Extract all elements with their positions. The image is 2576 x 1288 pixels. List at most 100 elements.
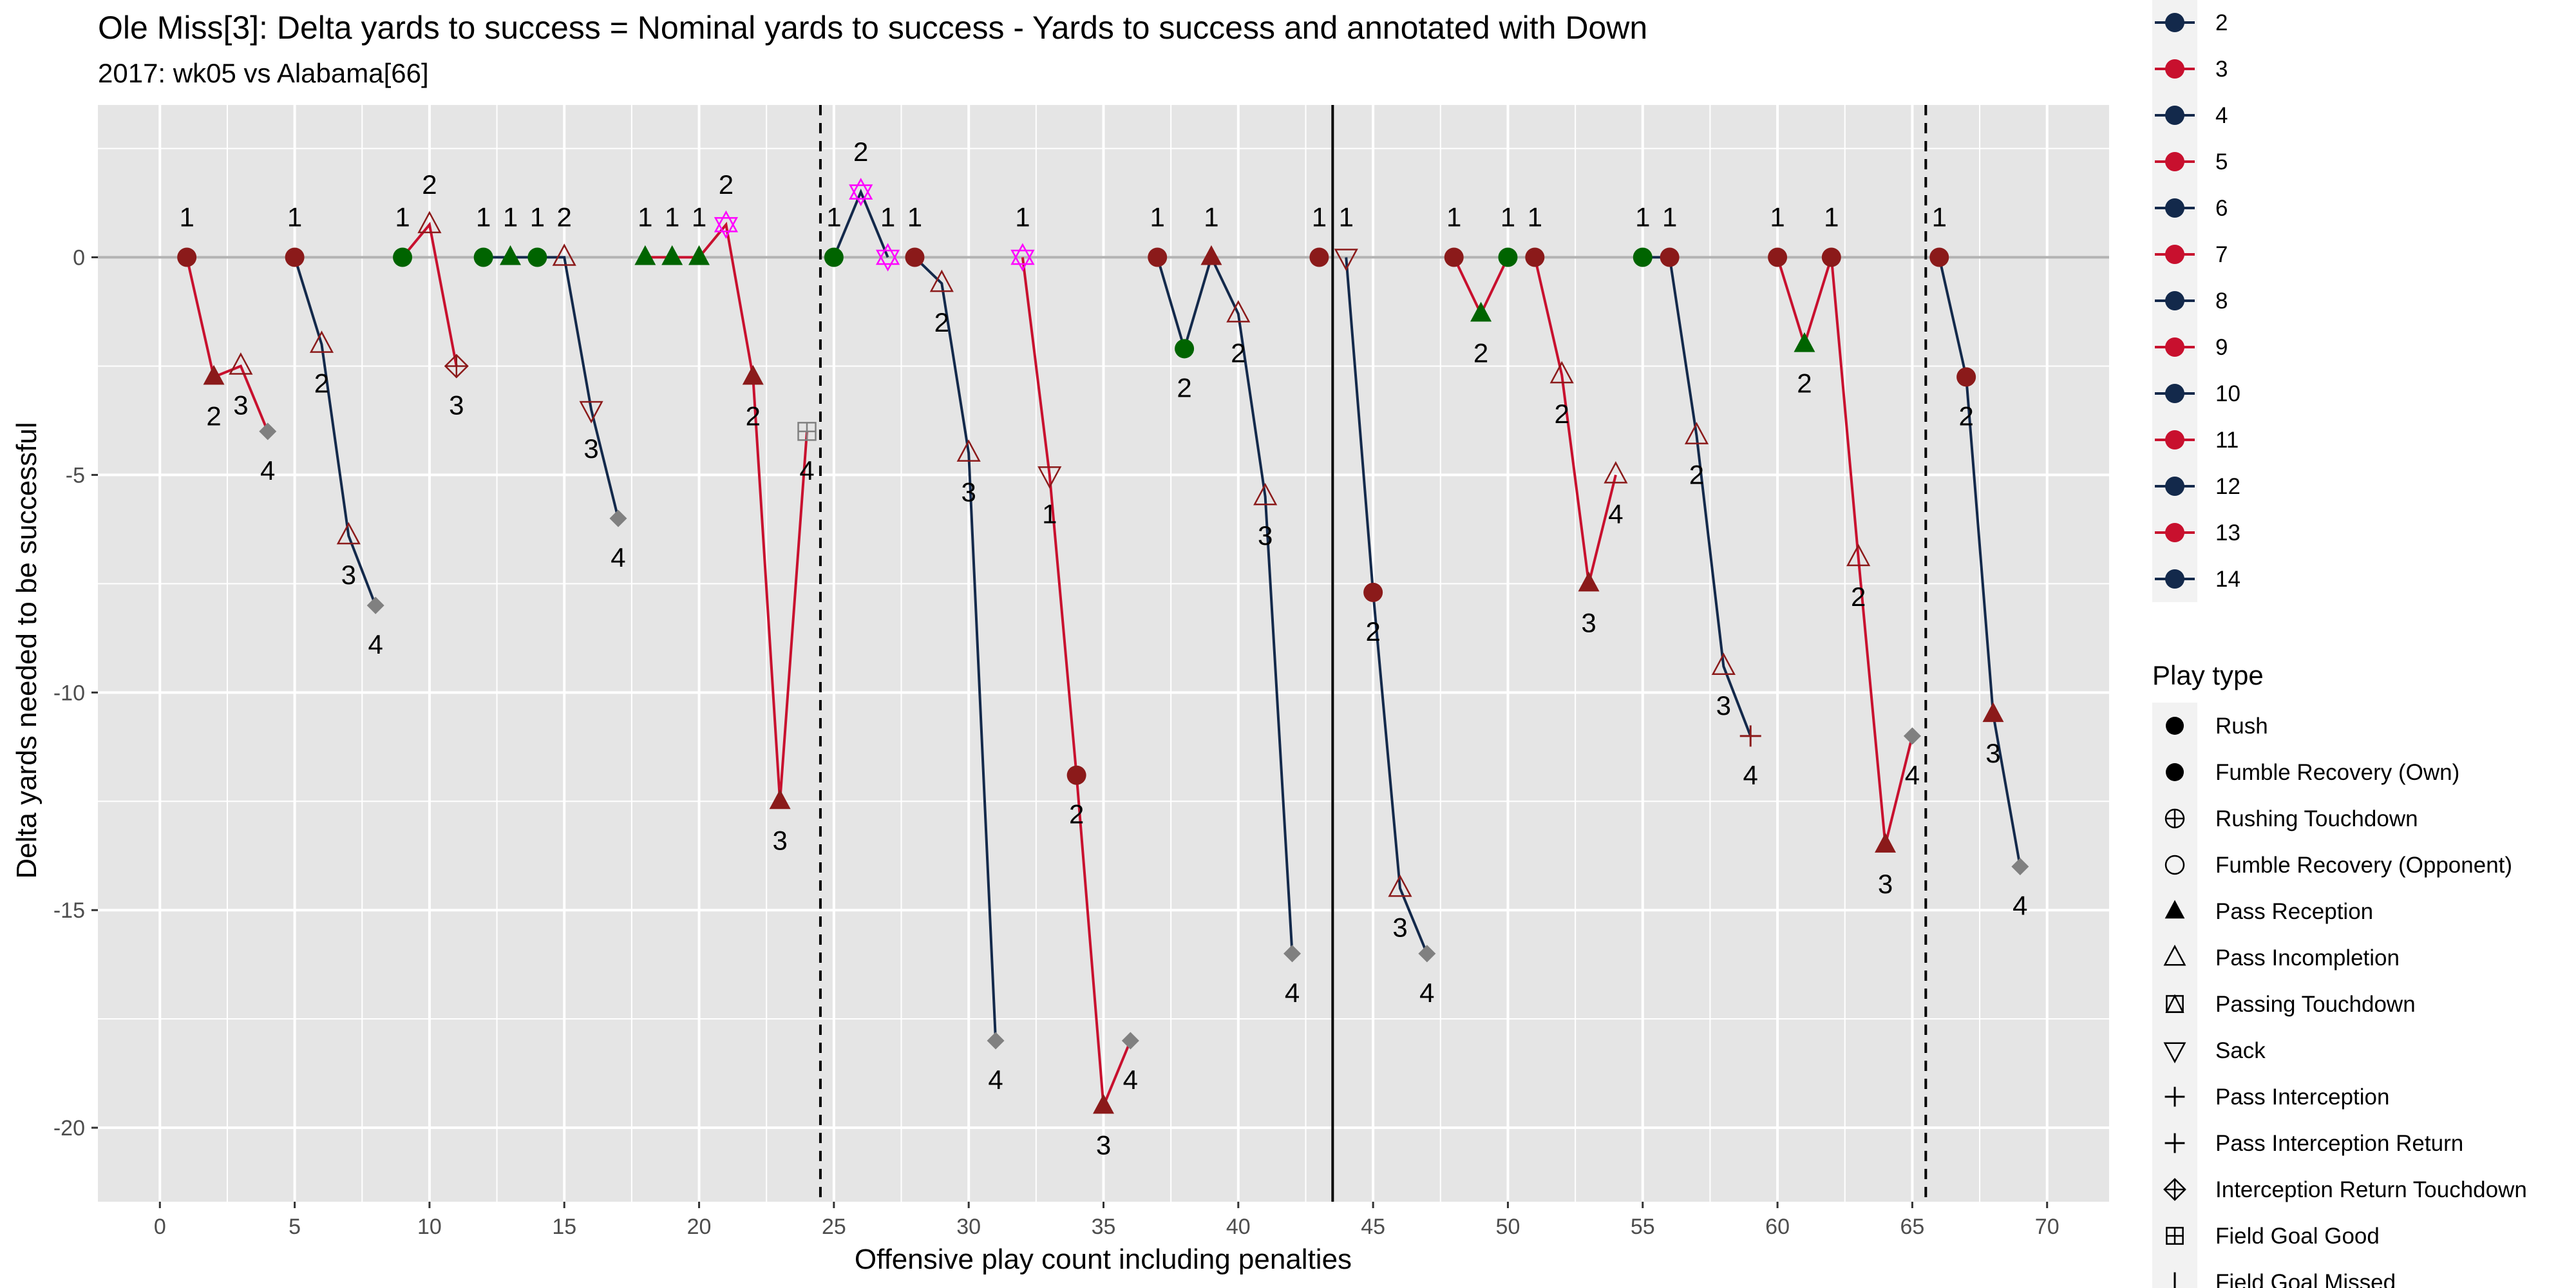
y-tick-label: -5	[66, 463, 85, 488]
legend-play-type: Play type Rush Fumble Recovery (Own) Rushi…	[2152, 660, 2527, 1288]
play-marker	[929, 269, 954, 292]
legend-drive-item: 10	[2152, 370, 2240, 417]
legend-play-type-item: Pass Interception Return	[2152, 1120, 2463, 1166]
down-label: 1	[530, 202, 545, 232]
play-marker	[1253, 482, 1278, 506]
down-label: 2	[746, 401, 761, 431]
down-label: 3	[583, 433, 598, 464]
play-marker	[1982, 702, 2004, 723]
down-label: 1	[1528, 202, 1542, 232]
down-label: 4	[1419, 978, 1434, 1008]
legend-drive: 2 3 4 5 6 7 8 9 10 11 12 13 14	[2152, 0, 2240, 602]
down-label: 2	[719, 169, 734, 200]
chart-subtitle: 2017: wk05 vs Alabama[66]	[98, 58, 429, 88]
play-marker	[824, 247, 844, 267]
drive-line	[914, 256, 998, 1041]
legend-play-type-item: Fumble Recovery (Own)	[2152, 749, 2459, 795]
down-label: 3	[1096, 1130, 1111, 1160]
play-marker	[634, 245, 656, 265]
down-label: 4	[2012, 891, 2027, 921]
legend-drive-item: 4	[2152, 92, 2228, 138]
legend-play-type-label: Passing Touchdown	[2215, 992, 2416, 1017]
legend-key-marker	[2164, 855, 2185, 875]
legend-play-type-item: Field Goal Good	[2152, 1213, 2380, 1259]
down-label: 2	[1231, 337, 1245, 368]
play-marker	[1363, 582, 1383, 602]
x-tick-label: 55	[1631, 1215, 1655, 1239]
down-label: 3	[1985, 738, 2000, 768]
play-marker	[1684, 422, 1709, 444]
legend-play-type-label: Interception Return Touchdown	[2215, 1177, 2527, 1202]
down-label: 1	[880, 202, 895, 232]
down-label: 3	[772, 825, 787, 855]
play-marker	[1148, 247, 1168, 267]
play-marker	[1226, 299, 1251, 323]
legend-play-type-label: Pass Interception	[2215, 1084, 2389, 1110]
legend-play-type-label: Fumble Recovery (Own)	[2215, 760, 2459, 785]
drive-line	[185, 257, 269, 432]
play-marker	[1768, 247, 1788, 267]
play-marker	[1010, 243, 1035, 272]
drive-line	[1156, 253, 1294, 954]
play-marker	[579, 401, 603, 424]
legend-play-type-item: Passing Touchdown	[2152, 981, 2416, 1027]
legend-play-type-item: Rushing Touchdown	[2152, 795, 2418, 842]
down-label: 2	[1473, 337, 1488, 368]
legend-drive-label: 14	[2215, 567, 2240, 592]
chart-title: Ole Miss[3]: Delta yards to success = No…	[98, 10, 1647, 46]
play-marker	[1334, 249, 1358, 271]
down-label: 2	[1365, 616, 1380, 647]
play-marker	[797, 422, 817, 441]
play-marker	[1875, 833, 1897, 853]
legend-drive-label: 13	[2215, 520, 2240, 545]
play-marker	[285, 247, 305, 267]
play-markers	[177, 178, 2029, 1114]
legend-drive-item: 5	[2152, 138, 2228, 185]
play-marker	[1498, 247, 1518, 267]
x-tick-label: 50	[1496, 1215, 1520, 1239]
play-marker	[1549, 361, 1574, 384]
play-marker	[229, 352, 253, 375]
play-marker	[1200, 245, 1222, 265]
legend-drive-item: 14	[2152, 556, 2240, 602]
down-label: 4	[1123, 1065, 1138, 1095]
down-label: 3	[1716, 690, 1731, 721]
play-marker	[1604, 461, 1628, 484]
legend-play-type-label: Pass Incompletion	[2215, 945, 2400, 971]
legend-key-marker	[2164, 1133, 2185, 1153]
legend-play-type-item: Rush	[2152, 703, 2268, 749]
play-marker	[661, 245, 683, 265]
play-marker	[956, 439, 981, 462]
legend-play-type-label: Sack	[2215, 1038, 2266, 1063]
drive-line	[1776, 256, 1914, 846]
legend-play-type-item: Field Goal Missed	[2152, 1259, 2396, 1288]
down-label: 1	[1339, 202, 1354, 232]
down-label: 4	[260, 455, 275, 486]
down-label: 3	[1258, 520, 1273, 551]
down-label: 1	[1042, 498, 1057, 529]
down-label: 1	[1932, 202, 1947, 232]
down-label: 1	[1635, 202, 1650, 232]
play-marker	[473, 247, 493, 267]
legend-drive-label: 5	[2215, 149, 2228, 175]
play-marker	[769, 789, 791, 810]
play-marker	[905, 247, 925, 267]
legend-play-type-item: Pass Interception	[2152, 1074, 2389, 1120]
down-label: 1	[179, 202, 194, 232]
x-tick-label: 35	[1092, 1215, 1116, 1239]
legend-key-marker	[2166, 1227, 2184, 1245]
legend-play-type-label: Field Goal Missed	[2215, 1270, 2396, 1288]
down-label: 1	[503, 202, 518, 232]
play-marker	[1388, 875, 1412, 897]
legend-drive-label: 7	[2215, 242, 2228, 267]
x-tick-label: 0	[154, 1215, 166, 1239]
down-label: 1	[476, 202, 491, 232]
down-label: 4	[799, 455, 814, 486]
play-marker	[1418, 945, 1436, 963]
play-marker	[203, 365, 225, 385]
down-label: 1	[665, 202, 679, 232]
down-label: 1	[907, 202, 922, 232]
legend-drive-label: 10	[2215, 381, 2240, 406]
play-marker	[444, 354, 469, 379]
